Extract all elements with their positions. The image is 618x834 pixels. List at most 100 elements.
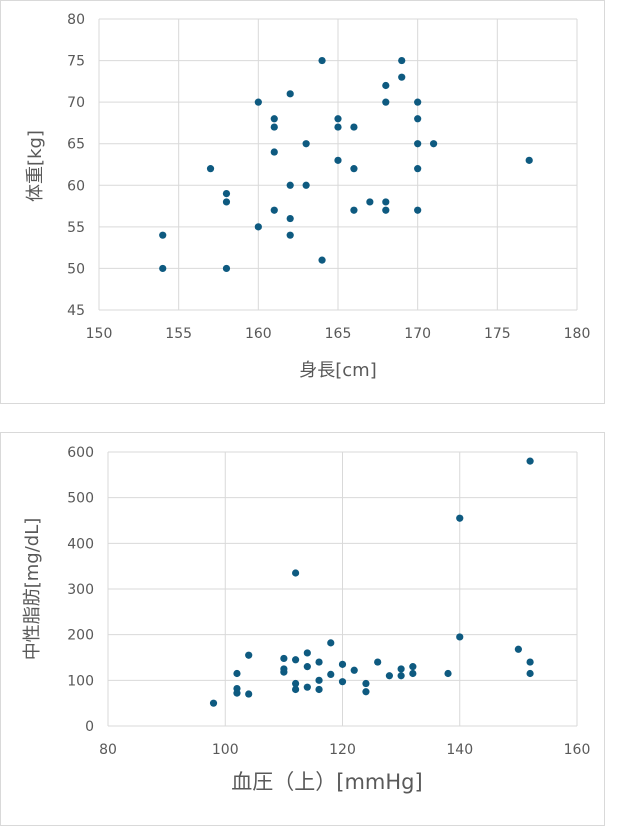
- x-tick-label: 170: [404, 326, 431, 342]
- x-axis-title: 血圧（上）[mmHg]: [231, 770, 422, 794]
- data-point: [270, 123, 278, 131]
- data-point: [382, 198, 390, 206]
- data-point: [525, 156, 533, 164]
- y-tick-label: 600: [67, 445, 94, 461]
- data-point: [292, 569, 300, 577]
- data-point: [286, 231, 294, 239]
- data-point: [318, 256, 326, 264]
- data-point: [280, 654, 288, 663]
- data-point: [222, 198, 231, 206]
- y-tick-label: 75: [67, 54, 85, 70]
- data-point: [444, 669, 452, 678]
- x-tick-label: 160: [564, 742, 591, 758]
- x-axis-title: 身長[cm]: [299, 360, 376, 381]
- bloodpressure-triglyceride-chart: 80 100 120 140 160 0 100 200 300 400 500 600 血圧（上）[m…: [0, 432, 605, 826]
- data-point: [303, 663, 311, 671]
- x-tick-label: 160: [245, 326, 272, 342]
- data-point: [286, 90, 294, 98]
- data-point: [270, 115, 278, 123]
- data-point: [334, 156, 342, 164]
- height-weight-plot: 150 155 160 165 170 175 180 45 50 55 60 65 70 75 80 身長[…: [25, 12, 590, 381]
- data-point: [409, 663, 417, 671]
- data-point: [350, 666, 358, 674]
- data-point: [366, 198, 374, 206]
- data-point: [315, 658, 323, 666]
- data-point: [233, 689, 241, 697]
- data-point: [245, 690, 253, 698]
- data-point: [327, 639, 335, 647]
- data-point: [303, 683, 311, 691]
- y-tick-label: 70: [67, 95, 85, 111]
- data-point: [385, 672, 393, 680]
- y-tick-label: 400: [67, 536, 94, 552]
- data-point: [315, 685, 323, 694]
- data-point: [414, 206, 422, 214]
- x-tick-label: 80: [99, 742, 117, 758]
- data-point: [526, 457, 534, 465]
- data-point: [302, 140, 310, 148]
- data-point: [254, 223, 262, 231]
- data-point: [430, 140, 438, 148]
- data-point: [514, 645, 522, 653]
- x-tick-label: 150: [86, 326, 113, 342]
- data-point: [414, 165, 422, 173]
- data-point: [327, 670, 335, 678]
- height-weight-chart: 150 155 160 165 170 175 180 45 50 55 60 65 70 75 80 身長[…: [0, 0, 605, 404]
- y-tick-label: 0: [85, 719, 94, 735]
- data-point: [350, 206, 358, 214]
- bloodpressure-triglyceride-plot: 80 100 120 140 160 0 100 200 300 400 500 600 血圧（上）[m…: [22, 445, 591, 794]
- y-tick-label: 500: [67, 491, 94, 507]
- data-point: [302, 181, 310, 189]
- data-point: [397, 672, 405, 680]
- data-point: [414, 115, 422, 123]
- data-point: [526, 658, 534, 666]
- y-tick-label: 65: [67, 137, 85, 153]
- y-tick-label: 100: [67, 673, 94, 689]
- data-point: [382, 206, 390, 214]
- data-point: [303, 649, 311, 657]
- data-point: [414, 140, 422, 148]
- x-tick-label: 100: [212, 742, 239, 758]
- data-point: [245, 651, 253, 659]
- data-point: [382, 98, 390, 106]
- data-point: [374, 658, 382, 666]
- x-tick-label: 120: [329, 742, 356, 758]
- data-point: [382, 81, 390, 90]
- data-point: [398, 73, 406, 81]
- data-point: [292, 656, 300, 664]
- y-tick-label: 55: [67, 220, 85, 236]
- data-point: [159, 231, 167, 239]
- data-point: [350, 165, 358, 173]
- x-tick-label: 175: [484, 326, 511, 342]
- x-tick-label: 165: [325, 326, 352, 342]
- data-point: [526, 669, 534, 678]
- data-point: [414, 98, 422, 106]
- y-tick-label: 80: [67, 12, 85, 28]
- y-axis-title: 中性脂肪[mg/dL]: [22, 518, 43, 661]
- data-point: [338, 678, 347, 686]
- data-point: [222, 264, 231, 273]
- data-point: [206, 165, 215, 173]
- data-point: [209, 699, 218, 707]
- y-tick-label: 300: [67, 582, 94, 598]
- x-tick-label: 140: [446, 742, 473, 758]
- data-point: [222, 190, 231, 198]
- data-point: [334, 115, 342, 123]
- data-point: [254, 98, 262, 106]
- x-tick-label: 155: [165, 326, 192, 342]
- data-point: [397, 665, 405, 673]
- y-tick-label: 45: [67, 303, 85, 319]
- data-point: [280, 668, 288, 676]
- data-point: [159, 264, 167, 273]
- data-point: [233, 669, 241, 678]
- data-point: [362, 679, 370, 688]
- y-tick-label: 50: [67, 261, 85, 277]
- data-point: [362, 688, 370, 696]
- data-point: [292, 679, 300, 688]
- data-point: [456, 633, 464, 641]
- data-point: [338, 660, 347, 668]
- data-point: [292, 685, 300, 694]
- data-point: [334, 123, 342, 131]
- data-point: [456, 514, 464, 522]
- data-point: [270, 206, 278, 214]
